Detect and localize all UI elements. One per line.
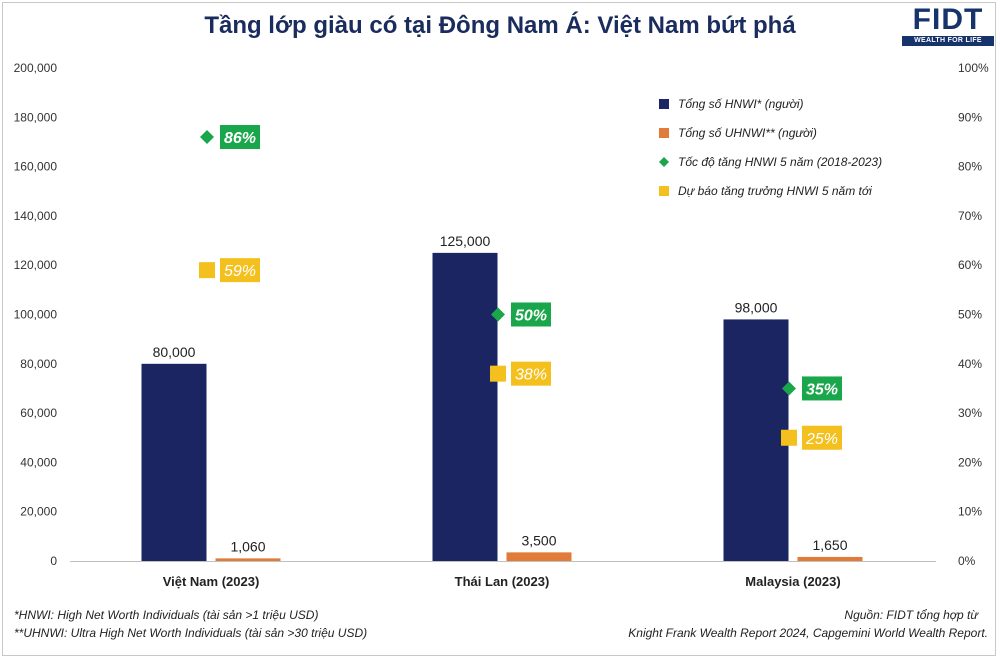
legend-label: Tổng số UHNWI** (người) bbox=[678, 126, 817, 140]
uhnwi-bar bbox=[506, 552, 572, 561]
source-line-2: Knight Frank Wealth Report 2024, Capgemi… bbox=[628, 626, 988, 640]
y-left-tick-label: 20,000 bbox=[20, 505, 57, 519]
hnwi-bar bbox=[141, 363, 207, 561]
y-left-tick-label: 40,000 bbox=[20, 455, 57, 469]
y-left-tick-label: 160,000 bbox=[14, 160, 58, 174]
growth-diamond bbox=[200, 130, 214, 145]
growth-value-label: 35% bbox=[806, 381, 838, 398]
forecast-value-label: 25% bbox=[805, 431, 838, 448]
growth-value-label: 50% bbox=[515, 308, 547, 325]
y-right-tick-label: 10% bbox=[958, 505, 982, 519]
hnwi-bar bbox=[723, 319, 789, 561]
y-left-tick-label: 120,000 bbox=[14, 258, 58, 272]
forecast-square bbox=[199, 262, 215, 279]
y-right-tick-label: 20% bbox=[958, 455, 982, 469]
legend-swatch bbox=[659, 99, 669, 109]
axes: 0 20,000 40,000 60,000 80,000 100,000 120,000 1… bbox=[14, 61, 989, 589]
uhnwi-value-label: 1,060 bbox=[230, 538, 265, 554]
category-label: Malaysia (2023) bbox=[745, 574, 840, 589]
forecast-label-box bbox=[220, 258, 260, 283]
growth-value-label: 86% bbox=[224, 130, 256, 147]
y-right-tick-label: 90% bbox=[958, 110, 982, 124]
y-right-tick-label: 30% bbox=[958, 406, 982, 420]
hnwi-value-label: 125,000 bbox=[440, 233, 491, 249]
footnote-hnwi: *HNWI: High Net Worth Individuals (tài s… bbox=[14, 608, 319, 622]
y-right-tick-label: 80% bbox=[958, 160, 982, 174]
markers: 86% 50% 35% 59% 38% 25% bbox=[199, 125, 842, 450]
uhnwi-bar bbox=[215, 558, 281, 561]
growth-label-box bbox=[220, 125, 260, 150]
y-left-tick-label: 80,000 bbox=[20, 357, 57, 371]
y-left-tick-label: 100,000 bbox=[14, 308, 58, 322]
forecast-label-box bbox=[511, 361, 551, 386]
y-right-tick-label: 0% bbox=[958, 554, 976, 568]
y-right-tick-label: 50% bbox=[958, 308, 982, 322]
growth-diamond bbox=[782, 381, 796, 396]
uhnwi-value-label: 1,650 bbox=[812, 537, 847, 553]
hnwi-value-label: 80,000 bbox=[153, 344, 196, 360]
logo-tagline: WEALTH FOR LIFE bbox=[902, 36, 994, 46]
source-line-1: Nguồn: FIDT tổng hợp từ bbox=[844, 608, 978, 622]
forecast-label-box bbox=[802, 425, 842, 450]
legend-label: Tốc độ tăng HNWI 5 năm (2018-2023) bbox=[678, 155, 882, 169]
bars: 80,000 125,000 98,000 1,060 3,500 1,650 bbox=[141, 233, 863, 561]
y-left-tick-label: 200,000 bbox=[14, 61, 58, 75]
chart-title: Tầng lớp giàu có tại Đông Nam Á: Việt Na… bbox=[204, 12, 796, 39]
legend-swatch bbox=[659, 128, 669, 138]
forecast-value-label: 59% bbox=[224, 263, 256, 280]
category-label: Thái Lan (2023) bbox=[455, 574, 550, 589]
forecast-square bbox=[490, 365, 506, 382]
uhnwi-bar bbox=[797, 556, 863, 561]
uhnwi-value-label: 3,500 bbox=[521, 532, 556, 548]
legend-label: Tổng số HNWI* (người) bbox=[678, 97, 804, 111]
fidt-logo: FIDT WEALTH FOR LIFE bbox=[902, 4, 994, 46]
legend-swatch bbox=[659, 157, 669, 167]
growth-label-box bbox=[802, 376, 842, 401]
y-right-tick-label: 60% bbox=[958, 258, 982, 272]
hnwi-bar bbox=[432, 252, 498, 561]
y-left-tick-label: 140,000 bbox=[14, 209, 58, 223]
y-left-tick-label: 180,000 bbox=[14, 110, 58, 124]
category-label: Việt Nam (2023) bbox=[163, 574, 260, 589]
y-left-tick-label: 0 bbox=[50, 554, 57, 568]
logo-mark: FIDT bbox=[912, 3, 984, 36]
forecast-value-label: 38% bbox=[515, 367, 547, 384]
legend-swatch bbox=[659, 186, 669, 196]
growth-label-box bbox=[511, 302, 551, 327]
forecast-square bbox=[781, 429, 797, 446]
y-right-tick-label: 40% bbox=[958, 357, 982, 371]
y-left-tick-label: 60,000 bbox=[20, 406, 57, 420]
y-right-tick-label: 100% bbox=[958, 61, 989, 75]
hnwi-value-label: 98,000 bbox=[735, 299, 778, 315]
footnote-uhnwi: **UHNWI: Ultra High Net Worth Individual… bbox=[14, 626, 368, 640]
legend: Tổng số HNWI* (người) Tổng số UHNWI** (ng… bbox=[659, 97, 882, 198]
legend-label: Dự báo tăng trưởng HNWI 5 năm tới bbox=[678, 184, 872, 198]
growth-diamond bbox=[491, 307, 505, 322]
y-right-tick-label: 70% bbox=[958, 209, 982, 223]
